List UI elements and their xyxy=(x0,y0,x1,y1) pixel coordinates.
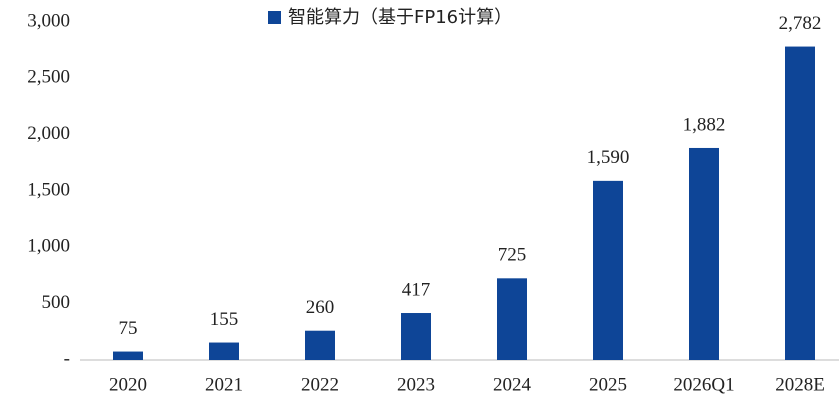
y-tick-label: 500 xyxy=(42,292,71,313)
value-label: 2,782 xyxy=(779,13,822,34)
x-tick-label: 2021 xyxy=(205,374,243,395)
y-tick-label: 3,000 xyxy=(27,10,70,31)
value-label: 1,590 xyxy=(587,147,630,168)
x-tick-label: 2028E xyxy=(775,374,825,395)
y-tick-label: - xyxy=(64,348,70,369)
bar xyxy=(497,278,527,360)
value-label: 725 xyxy=(498,245,527,266)
bar xyxy=(113,351,143,360)
x-tick-label: 2026Q1 xyxy=(673,374,734,395)
legend-swatch xyxy=(268,11,281,24)
x-tick-label: 2020 xyxy=(109,374,147,395)
legend-text: 智能算力（基于FP16计算） xyxy=(288,7,512,28)
value-label: 1,882 xyxy=(683,114,726,135)
bar xyxy=(593,180,623,360)
y-tick-label: 1,500 xyxy=(27,179,70,200)
bar xyxy=(401,313,431,360)
y-tick-label: 2,000 xyxy=(27,123,70,144)
value-label: 75 xyxy=(119,318,138,339)
x-tick-label: 2022 xyxy=(301,374,339,395)
x-tick-label: 2024 xyxy=(493,374,532,395)
x-tick-label: 2025 xyxy=(589,374,627,395)
bar xyxy=(209,342,239,360)
bar xyxy=(689,147,719,360)
value-label: 417 xyxy=(402,279,431,300)
bar xyxy=(305,330,335,360)
y-tick-label: 2,500 xyxy=(27,67,70,88)
y-tick-label: 1,000 xyxy=(27,236,70,257)
value-label: 155 xyxy=(210,309,239,330)
x-tick-label: 2023 xyxy=(397,374,435,395)
value-label: 260 xyxy=(306,297,335,318)
bar xyxy=(785,46,815,360)
